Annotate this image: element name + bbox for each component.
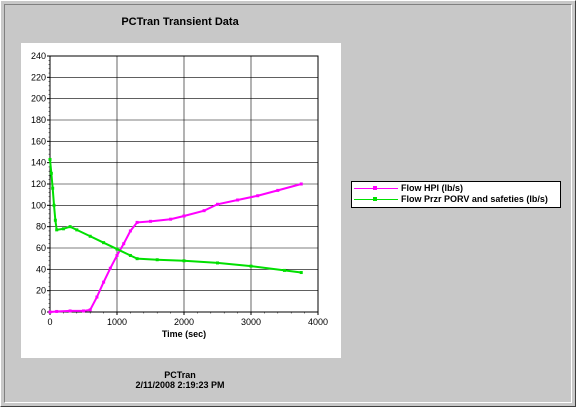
data-point (182, 259, 186, 263)
legend-swatch-porv (354, 197, 398, 201)
data-point (299, 271, 303, 275)
data-point (49, 171, 53, 175)
data-point (48, 310, 52, 314)
y-tick-label: 160 (31, 136, 46, 146)
y-tick-label: 60 (36, 243, 46, 253)
y-tick-label: 140 (31, 158, 46, 168)
data-point (283, 268, 286, 272)
data-point (55, 309, 59, 313)
y-tick-label: 180 (31, 115, 46, 125)
grid-lines (47, 55, 319, 315)
data-point (216, 261, 219, 265)
data-point (128, 229, 132, 233)
data-point (182, 214, 186, 218)
x-axis-title: Time (sec) (162, 329, 206, 339)
x-tick-label: 2000 (174, 317, 194, 327)
y-tick-label: 100 (31, 200, 46, 210)
data-point (135, 220, 139, 224)
data-point (82, 309, 85, 313)
data-point (135, 257, 139, 261)
data-point (75, 228, 79, 232)
data-point (51, 186, 55, 190)
legend-label-hpi: Flow HPI (lb/s) (401, 183, 463, 193)
data-point (48, 157, 52, 161)
data-point (108, 266, 112, 270)
data-point (53, 218, 57, 222)
data-point (61, 227, 65, 231)
data-point (68, 309, 72, 313)
legend: Flow HPI (lb/s) Flow Przr PORV and safet… (351, 181, 561, 208)
plot-background (21, 43, 341, 358)
y-tick-label: 120 (31, 179, 46, 189)
y-tick-label: 80 (36, 222, 46, 232)
data-point (128, 253, 132, 257)
x-tick-label: 3000 (241, 317, 261, 327)
x-tick-label: 4000 (308, 317, 328, 327)
chart-title: PCTran Transient Data (121, 16, 239, 28)
data-point (236, 198, 240, 202)
data-point (169, 217, 173, 221)
y-tick-label: 40 (36, 264, 46, 274)
y-tick-label: 0 (41, 307, 46, 317)
data-point (88, 234, 92, 238)
series-lines (48, 157, 303, 314)
series-line-1 (49, 159, 302, 274)
footer-timestamp: 2/11/2008 2:19:23 PM (135, 380, 225, 390)
x-tick-label: 0 (47, 317, 52, 327)
data-point (155, 258, 159, 262)
data-point (202, 209, 206, 213)
data-point (299, 182, 303, 186)
tick-labels: 0 20 40 60 80 100 120 140 160 180 200 220 240 0 1000 20… (31, 51, 328, 327)
data-point (52, 203, 56, 207)
data-point (68, 225, 72, 229)
legend-swatch-hpi (354, 186, 398, 190)
y-tick-label: 20 (36, 286, 46, 296)
data-point (88, 308, 92, 312)
y-tick-label: 220 (31, 72, 46, 82)
data-point (216, 202, 219, 206)
footer-app: PCTran (164, 370, 196, 380)
data-point (115, 247, 119, 251)
legend-label-porv: Flow Przr PORV and safeties (lb/s) (401, 194, 548, 204)
data-point (115, 253, 119, 257)
y-tick-label: 240 (31, 51, 46, 61)
data-point (249, 264, 253, 268)
data-point (95, 295, 99, 299)
x-tick-label: 1000 (107, 317, 127, 327)
data-point (256, 194, 260, 198)
data-point (149, 219, 152, 223)
y-tick-label: 200 (31, 94, 46, 104)
data-point (102, 280, 106, 284)
data-point (276, 188, 280, 192)
data-point (55, 228, 59, 232)
data-point (122, 242, 126, 246)
data-point (102, 241, 106, 245)
